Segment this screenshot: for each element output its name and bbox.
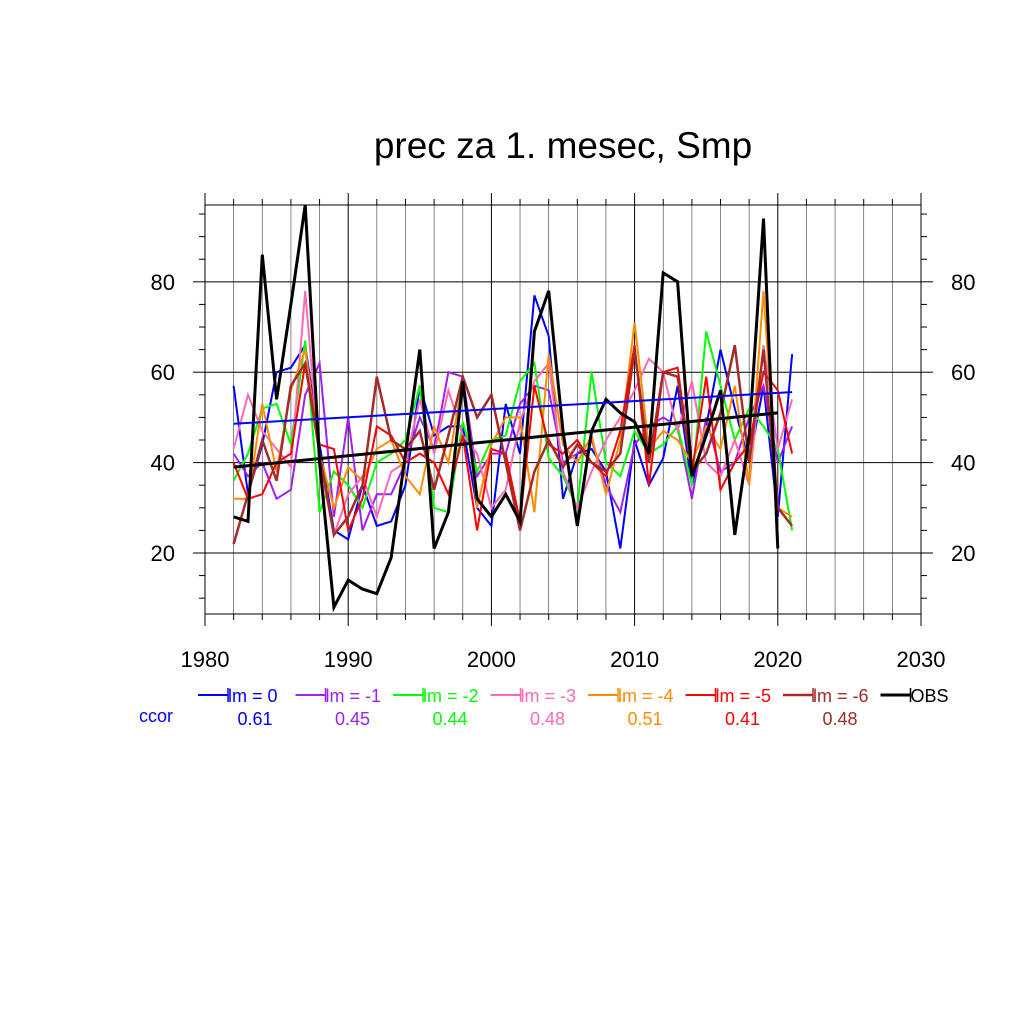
ccor-value: 0.48 [822,709,857,729]
ccor-value: 0.61 [237,709,272,729]
y-tick-label-right: 60 [951,360,975,385]
legend-label: lm = -5 [716,686,772,706]
ccor-value: 0.41 [725,709,760,729]
series-line-7 [233,204,780,613]
legend-label: lm = -6 [813,686,869,706]
y-tick-label-left: 20 [151,541,175,566]
y-tick-label-right: 20 [951,541,975,566]
series-line-5 [232,344,794,534]
x-tick-label: 2020 [753,647,802,672]
legend-label: lm = -1 [326,686,382,706]
x-tick-label: 2030 [897,647,946,672]
chart-title: prec za 1. mesec, Smp [374,125,752,166]
series-lines [232,204,794,613]
y-tick-label-left: 60 [151,360,175,385]
legend-label: lm = -4 [618,686,674,706]
y-tick-label-right: 40 [951,451,975,476]
ccor-label: ccor [139,706,173,726]
trend-line-0 [233,391,793,425]
legend-label: OBS [911,686,949,706]
x-tick-label: 1980 [181,647,230,672]
y-tick-label-right: 80 [951,270,975,295]
y-tick-label-left: 40 [151,451,175,476]
y-tick-label-left: 80 [151,270,175,295]
legend-label: lm = -3 [521,686,577,706]
legend: lm = 0 0.61 lm = -1 0.45 lm = -2 0.44 lm = -3 0… [139,686,949,729]
ccor-value: 0.51 [627,709,662,729]
series-line-6 [232,344,794,545]
x-tick-label: 2010 [610,647,659,672]
legend-label: lm = -2 [423,686,479,706]
ccor-value: 0.44 [432,709,467,729]
legend-label: lm = 0 [228,686,278,706]
series-line-4 [233,290,793,518]
plot-frame [204,204,922,615]
x-tick-label: 2000 [467,647,516,672]
ccor-value: 0.45 [335,709,370,729]
trend-line-1 [233,411,778,469]
ccor-value: 0.48 [530,709,565,729]
x-tick-label: 1990 [324,647,373,672]
